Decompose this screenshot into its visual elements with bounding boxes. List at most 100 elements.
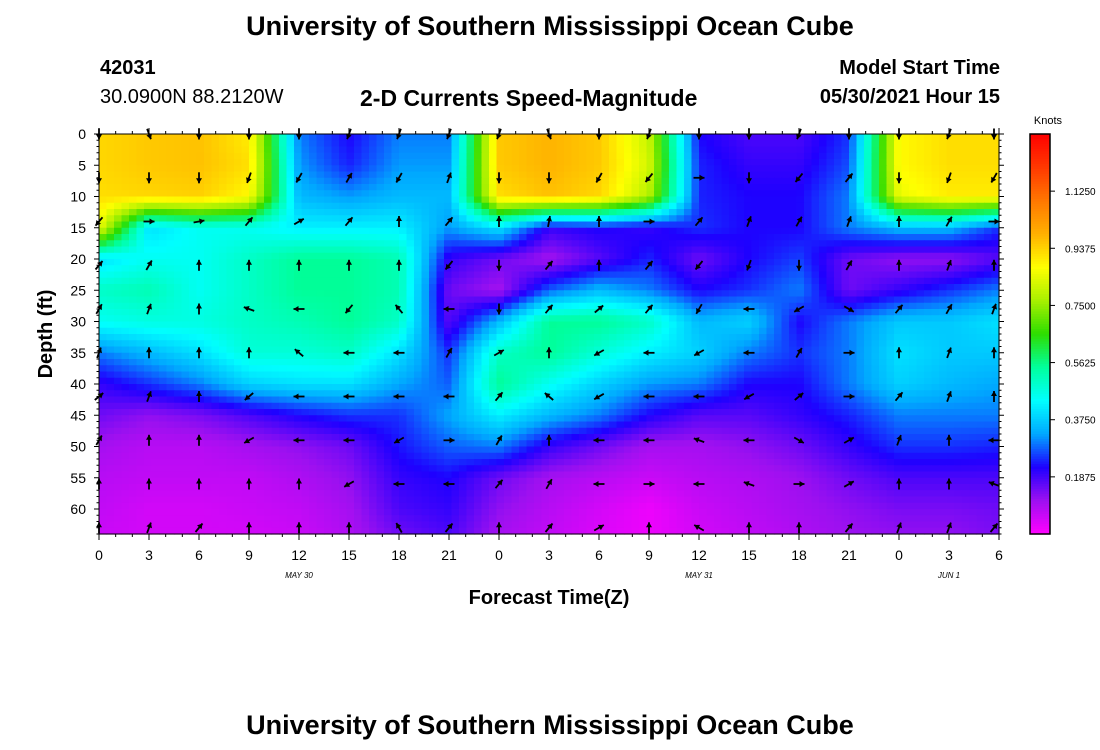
heatmap-cell bbox=[984, 146, 993, 154]
heatmap-cell bbox=[624, 296, 633, 304]
heatmap-cell bbox=[219, 165, 228, 173]
heatmap-cell bbox=[721, 227, 730, 235]
heatmap-cell bbox=[174, 259, 183, 266]
heatmap-cell bbox=[271, 196, 280, 204]
heatmap-cell bbox=[744, 234, 753, 241]
heatmap-cell bbox=[946, 177, 955, 185]
heatmap-cell bbox=[661, 202, 670, 210]
heatmap-cell bbox=[369, 302, 378, 310]
heatmap-cell bbox=[226, 377, 235, 385]
heatmap-cell bbox=[819, 346, 828, 354]
heatmap-cell bbox=[286, 384, 295, 391]
heatmap-cell bbox=[624, 196, 633, 204]
heatmap-cell bbox=[444, 215, 453, 223]
heatmap-cell bbox=[804, 309, 813, 316]
heatmap-cell bbox=[774, 371, 783, 379]
heatmap-cell bbox=[121, 252, 130, 260]
heatmap-cell bbox=[129, 134, 138, 141]
heatmap-cell bbox=[961, 284, 970, 291]
heatmap-cell bbox=[331, 327, 340, 335]
heatmap-cell bbox=[879, 171, 888, 179]
heatmap-cell bbox=[406, 296, 415, 304]
heatmap-cell bbox=[279, 202, 288, 210]
heatmap-cell bbox=[219, 146, 228, 154]
heatmap-cell bbox=[496, 327, 505, 335]
heatmap-cell bbox=[264, 252, 273, 260]
heatmap-cell bbox=[691, 146, 700, 154]
heatmap-cell bbox=[849, 215, 858, 223]
heatmap-cell bbox=[331, 165, 340, 173]
heatmap-cell bbox=[766, 384, 775, 391]
heatmap-cell bbox=[361, 265, 370, 273]
heatmap-cell bbox=[751, 134, 760, 141]
heatmap-cell bbox=[586, 265, 595, 273]
heatmap-cell bbox=[136, 265, 145, 273]
heatmap-cell bbox=[474, 240, 483, 248]
heatmap-cell bbox=[459, 152, 468, 160]
heatmap-cell bbox=[984, 327, 993, 335]
heatmap-cell bbox=[301, 290, 310, 298]
heatmap-cell bbox=[706, 190, 715, 198]
heatmap-cell bbox=[294, 209, 303, 216]
heatmap-cell bbox=[969, 284, 978, 291]
heatmap-cell bbox=[819, 340, 828, 348]
heatmap-cell bbox=[954, 265, 963, 273]
heatmap-cell bbox=[114, 377, 123, 385]
heatmap-cell bbox=[976, 190, 985, 198]
heatmap-cell bbox=[886, 246, 895, 254]
heatmap-cell bbox=[654, 327, 663, 335]
heatmap-cell bbox=[526, 146, 535, 154]
heatmap-cell bbox=[309, 346, 318, 354]
heatmap-cell bbox=[271, 190, 280, 198]
heatmap-cell bbox=[294, 384, 303, 391]
heatmap-cell bbox=[616, 296, 625, 304]
heatmap-cell bbox=[931, 177, 940, 185]
heatmap-cell bbox=[189, 227, 198, 235]
heatmap-cell bbox=[939, 234, 948, 241]
heatmap-cell bbox=[204, 190, 213, 198]
heatmap-cell bbox=[931, 252, 940, 260]
heatmap-cell bbox=[369, 359, 378, 366]
heatmap-cell bbox=[354, 296, 363, 304]
heatmap-cell bbox=[654, 271, 663, 279]
heatmap-cell bbox=[909, 365, 918, 373]
heatmap-cell bbox=[114, 290, 123, 298]
heatmap-cell bbox=[571, 296, 580, 304]
heatmap-cell bbox=[99, 365, 108, 373]
heatmap-cell bbox=[189, 277, 198, 285]
heatmap-cell bbox=[459, 227, 468, 235]
heatmap-cell bbox=[399, 296, 408, 304]
heatmap-cell bbox=[114, 334, 123, 341]
heatmap-cell bbox=[954, 352, 963, 360]
heatmap-cell bbox=[856, 196, 865, 204]
heatmap-cell bbox=[361, 302, 370, 310]
heatmap-cell bbox=[534, 234, 543, 241]
heatmap-cell bbox=[639, 171, 648, 179]
heatmap-cell bbox=[736, 296, 745, 304]
heatmap-cell bbox=[871, 359, 880, 366]
heatmap-cell bbox=[534, 377, 543, 385]
heatmap-cell bbox=[316, 365, 325, 373]
heatmap-cell bbox=[496, 277, 505, 285]
heatmap-cell bbox=[144, 321, 153, 329]
heatmap-cell bbox=[331, 259, 340, 266]
heatmap-cell bbox=[159, 252, 168, 260]
heatmap-cell bbox=[654, 359, 663, 366]
heatmap-cell bbox=[939, 184, 948, 191]
heatmap-cell bbox=[286, 334, 295, 341]
heatmap-cell bbox=[211, 352, 220, 360]
heatmap-cell bbox=[646, 196, 655, 204]
heatmap-cell bbox=[954, 234, 963, 241]
heatmap-cell bbox=[871, 140, 880, 148]
heatmap-cell bbox=[556, 196, 565, 204]
heatmap-cell bbox=[429, 202, 438, 210]
heatmap-cell bbox=[151, 215, 160, 223]
heatmap-cell bbox=[114, 190, 123, 198]
heatmap-cell bbox=[466, 284, 475, 291]
heatmap-cell bbox=[444, 246, 453, 254]
heatmap-cell bbox=[564, 209, 573, 216]
heatmap-cell bbox=[706, 271, 715, 279]
heatmap-cell bbox=[459, 134, 468, 141]
heatmap-cell bbox=[234, 334, 243, 341]
heatmap-cell bbox=[849, 165, 858, 173]
